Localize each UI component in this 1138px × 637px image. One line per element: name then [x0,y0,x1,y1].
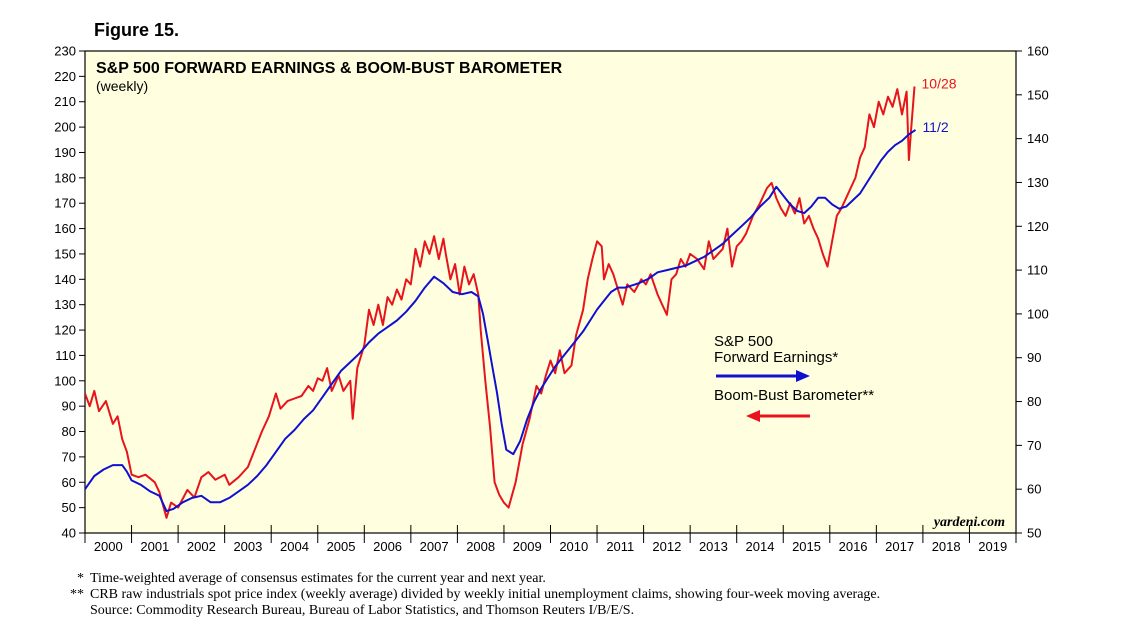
legend-boom-bust: Boom-Bust Barometer** [714,387,874,404]
footnote-1: * Time-weighted average of consensus esti… [60,571,880,587]
left-tick-label: 210 [54,94,76,109]
x-tick-label: 2009 [513,539,542,554]
left-tick-label: 150 [54,246,76,261]
left-tick-label: 230 [54,44,76,59]
plot-area [84,50,1017,534]
figure-label: Figure 15. [94,20,180,40]
left-tick-label: 110 [55,348,76,363]
footnote-source: Source: Commodity Research Bureau, Burea… [60,603,880,619]
x-tick-label: 2003 [233,539,262,554]
chart-title: S&P 500 FORWARD EARNINGS & BOOM-BUST BAR… [96,60,563,77]
x-tick-label: 2016 [839,539,868,554]
left-tick-label: 130 [54,297,76,312]
footnotes: * Time-weighted average of consensus esti… [60,571,880,619]
legend-arrow-left [746,410,810,422]
left-tick-label: 60 [62,475,76,490]
x-tick-label: 2002 [187,539,216,554]
left-tick-label: 40 [62,526,76,541]
right-tick-label: 90 [1027,350,1041,365]
x-tick-label: 2018 [932,539,961,554]
right-tick-label: 70 [1027,438,1041,453]
right-tick-label: 60 [1027,482,1041,497]
footnote-marker: ** [70,587,84,602]
right-tick-label: 80 [1027,394,1041,409]
chart-subtitle: (weekly) [96,78,148,94]
left-tick-label: 220 [54,69,76,84]
series-line-forward-earnings [85,129,917,513]
footnote-text: Source: Commodity Research Bureau, Burea… [90,603,635,618]
x-tick-label: 2015 [792,539,821,554]
x-tick-label: 2010 [559,539,588,554]
x-tick-label: 2017 [885,539,914,554]
legend-arrow-right [716,370,810,382]
right-axis: 50 60 70 80 90 100 110 120 130 140 150 160 [1016,44,1049,541]
right-tick-label: 130 [1027,175,1049,190]
left-tick-label: 180 [54,170,76,185]
x-tick-label: 2005 [327,539,356,554]
x-axis: 2000 2001 2002 2003 2004 2005 2006 2007 2008 2009… [84,525,1017,554]
left-tick-label: 100 [54,373,76,388]
x-tick-label: 2013 [699,539,728,554]
x-tick-label: 2012 [652,539,681,554]
left-tick-label: 70 [62,449,76,464]
x-tick-label: 2006 [373,539,402,554]
series-end-label: 10/28 [922,76,957,92]
footnote-marker: * [77,571,84,586]
footnote-2: ** CRB raw industrials spot price index (… [60,587,880,603]
left-tick-label: 50 [62,500,76,515]
left-tick-label: 120 [54,323,76,338]
right-tick-label: 120 [1027,219,1049,234]
x-tick-label: 2011 [606,539,634,554]
series-line-boom-bust-barometer [85,86,916,519]
right-tick-label: 140 [1027,131,1049,146]
footnote-text: CRB raw industrials spot price index (we… [90,587,881,602]
legend-forward-earnings-line2: Forward Earnings* [714,349,838,366]
x-tick-label: 2014 [746,539,775,554]
right-tick-label: 150 [1027,87,1049,102]
x-tick-label: 2000 [94,539,123,554]
left-tick-label: 160 [54,221,76,236]
x-tick-label: 2001 [140,539,169,554]
series-end-label: 11/2 [922,119,948,135]
legend-forward-earnings-line1: S&P 500 [714,333,773,350]
x-tick-label: 2019 [978,539,1007,554]
series-layer: 10/28 11/2 [85,76,957,519]
x-tick-label: 2004 [280,539,309,554]
left-tick-label: 190 [54,145,76,160]
left-tick-label: 90 [62,399,76,414]
footnote-text: Time-weighted average of consensus estim… [90,571,546,586]
left-tick-label: 170 [54,196,76,211]
left-axis: 40 50 60 70 80 90 100 110 120 130 140 150 160 170 180 1… [54,44,85,541]
x-tick-label: 2007 [420,539,449,554]
watermark: yardeni.com [932,515,1005,530]
left-tick-label: 140 [54,272,76,287]
left-tick-label: 200 [54,120,76,135]
right-tick-label: 100 [1027,306,1049,321]
right-tick-label: 110 [1027,263,1048,278]
right-tick-label: 50 [1027,526,1041,541]
left-tick-label: 80 [62,424,76,439]
chart: 40 50 60 70 80 90 100 110 120 130 140 150 160 170 180 1… [54,44,1049,555]
x-tick-label: 2008 [466,539,495,554]
right-tick-label: 160 [1027,44,1049,59]
